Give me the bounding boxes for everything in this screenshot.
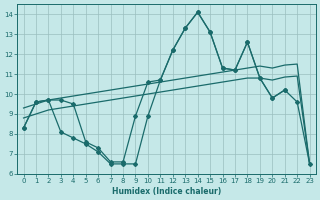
X-axis label: Humidex (Indice chaleur): Humidex (Indice chaleur) <box>112 187 221 196</box>
